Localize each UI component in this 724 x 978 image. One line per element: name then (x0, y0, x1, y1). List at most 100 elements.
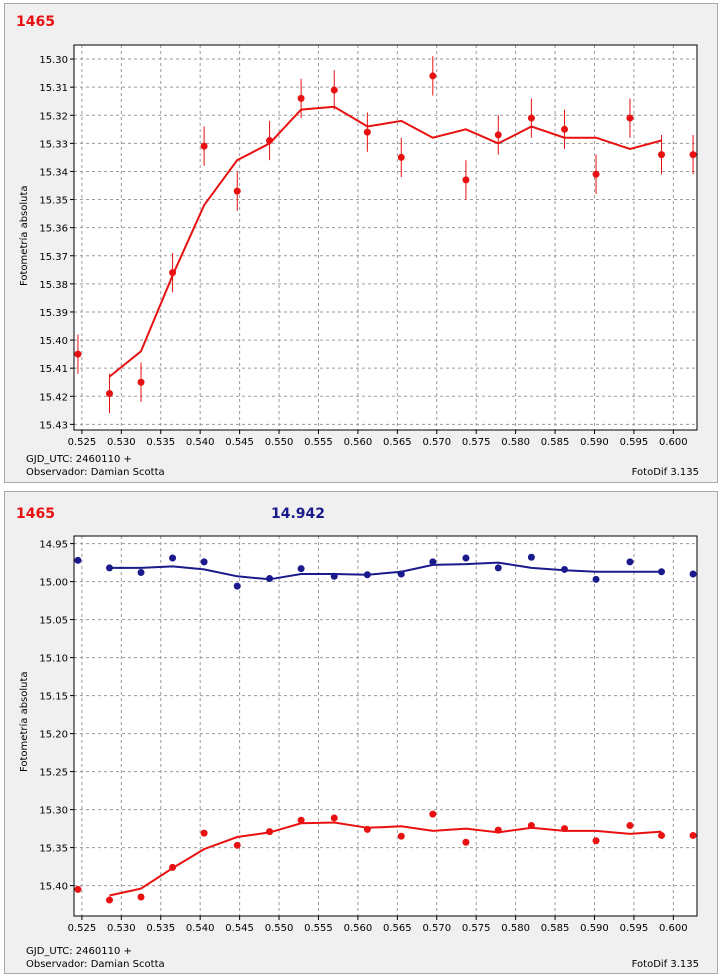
data-point (462, 838, 470, 846)
series-group (74, 56, 697, 414)
data-point (233, 187, 241, 195)
chart-1-footer-software: FotoDif 3.135 (631, 467, 699, 478)
data-point (74, 350, 82, 358)
data-point (462, 554, 470, 562)
y-tick-label: 15.38 (39, 280, 68, 291)
data-point (429, 810, 437, 818)
data-point (626, 822, 634, 830)
data-point (169, 269, 177, 277)
data-point (494, 131, 502, 139)
x-tick-label: 0.530 (107, 437, 136, 448)
data-point (561, 125, 569, 133)
data-point (200, 558, 208, 566)
data-point (592, 575, 600, 583)
data-point (169, 554, 177, 562)
data-point (137, 893, 145, 901)
data-point (527, 822, 535, 830)
data-point (494, 564, 502, 572)
data-point (233, 841, 241, 849)
data-point (527, 114, 535, 122)
x-tick-label: 0.585 (541, 923, 570, 934)
data-point (658, 568, 666, 576)
data-point (297, 816, 305, 824)
x-tick-label: 0.550 (265, 923, 294, 934)
x-tick-label: 0.590 (580, 437, 609, 448)
x-tick-label: 0.525 (68, 437, 97, 448)
x-tick-label: 0.540 (186, 923, 215, 934)
y-tick-label: 15.39 (39, 308, 68, 319)
chart-2-footer-observer: Observador: Damian Scotta (26, 959, 165, 970)
data-point (137, 568, 145, 576)
plot-area (73, 535, 698, 917)
data-point (689, 570, 697, 578)
series-fit-line (108, 105, 662, 378)
x-tick-label: 0.550 (265, 437, 294, 448)
data-point (297, 94, 305, 102)
y-tick-label: 15.40 (39, 336, 68, 347)
data-point (297, 565, 305, 573)
y-tick-label: 15.35 (39, 196, 68, 207)
data-point (429, 72, 437, 80)
data-point (561, 565, 569, 573)
y-tick-label: 15.33 (39, 139, 68, 150)
data-point (266, 137, 274, 145)
chart-1-plot: 0.525 0.530 0.535 0.540 0.545 0.550 0.555 0.560… (39, 44, 698, 448)
chart-1-footer-observer: Observador: Damian Scotta (26, 467, 165, 478)
x-tick-label: 0.555 (304, 437, 333, 448)
series-fit-line (109, 561, 662, 581)
data-point (527, 553, 535, 561)
data-point (592, 170, 600, 178)
plot-frame (73, 535, 698, 917)
data-point (397, 570, 405, 578)
x-tick-label: 0.545 (225, 923, 254, 934)
series-group (74, 553, 697, 904)
y-tick-label: 15.35 (39, 844, 68, 855)
y-tick-label: 15.32 (39, 111, 68, 122)
x-tick-label: 0.560 (344, 437, 373, 448)
data-point (429, 558, 437, 566)
y-tick-label: 15.25 (39, 768, 68, 779)
data-point (626, 114, 634, 122)
x-tick-label: 0.600 (659, 923, 688, 934)
data-point (397, 153, 405, 161)
x-tick-label: 0.565 (383, 437, 412, 448)
data-point (397, 832, 405, 840)
y-tick-label: 15.36 (39, 224, 68, 235)
data-point (105, 564, 113, 572)
data-point (74, 885, 82, 893)
data-point (561, 825, 569, 833)
data-point (658, 831, 666, 839)
data-point (462, 176, 470, 184)
data-point (137, 378, 145, 386)
x-tick-label: 0.595 (620, 437, 649, 448)
data-point (233, 582, 241, 590)
x-tick-label: 0.580 (501, 437, 530, 448)
x-tick-label: 0.545 (225, 437, 254, 448)
data-point (363, 128, 371, 136)
x-tick-label: 0.555 (304, 923, 333, 934)
y-tick-label: 15.00 (39, 578, 68, 589)
x-tick-label: 0.575 (462, 437, 491, 448)
x-tick-label: 0.575 (462, 923, 491, 934)
chart-2-title: 1465 (16, 506, 55, 522)
y-tick-label: 15.37 (39, 252, 68, 263)
x-tick-label: 0.535 (146, 923, 175, 934)
y-tick-label: 15.31 (39, 83, 68, 94)
y-tick-label: 15.30 (39, 806, 68, 817)
y-tick-label: 15.42 (39, 392, 68, 403)
x-tick-label: 0.580 (501, 923, 530, 934)
plot-area (73, 44, 698, 431)
x-tick-label: 0.595 (620, 923, 649, 934)
x-tick-label: 0.525 (68, 923, 97, 934)
series-fit-line (109, 821, 662, 897)
data-point (494, 826, 502, 834)
plot-frame (73, 44, 698, 431)
data-point (330, 86, 338, 94)
chart-2-footer-gjd: GJD_UTC: 2460110 + (26, 946, 132, 957)
data-point (105, 896, 113, 904)
data-point (330, 572, 338, 580)
y-tick-label: 15.40 (39, 882, 68, 893)
chart-1-title: 1465 (16, 14, 55, 30)
x-tick-label: 0.585 (541, 437, 570, 448)
y-tick-label: 15.05 (39, 616, 68, 627)
